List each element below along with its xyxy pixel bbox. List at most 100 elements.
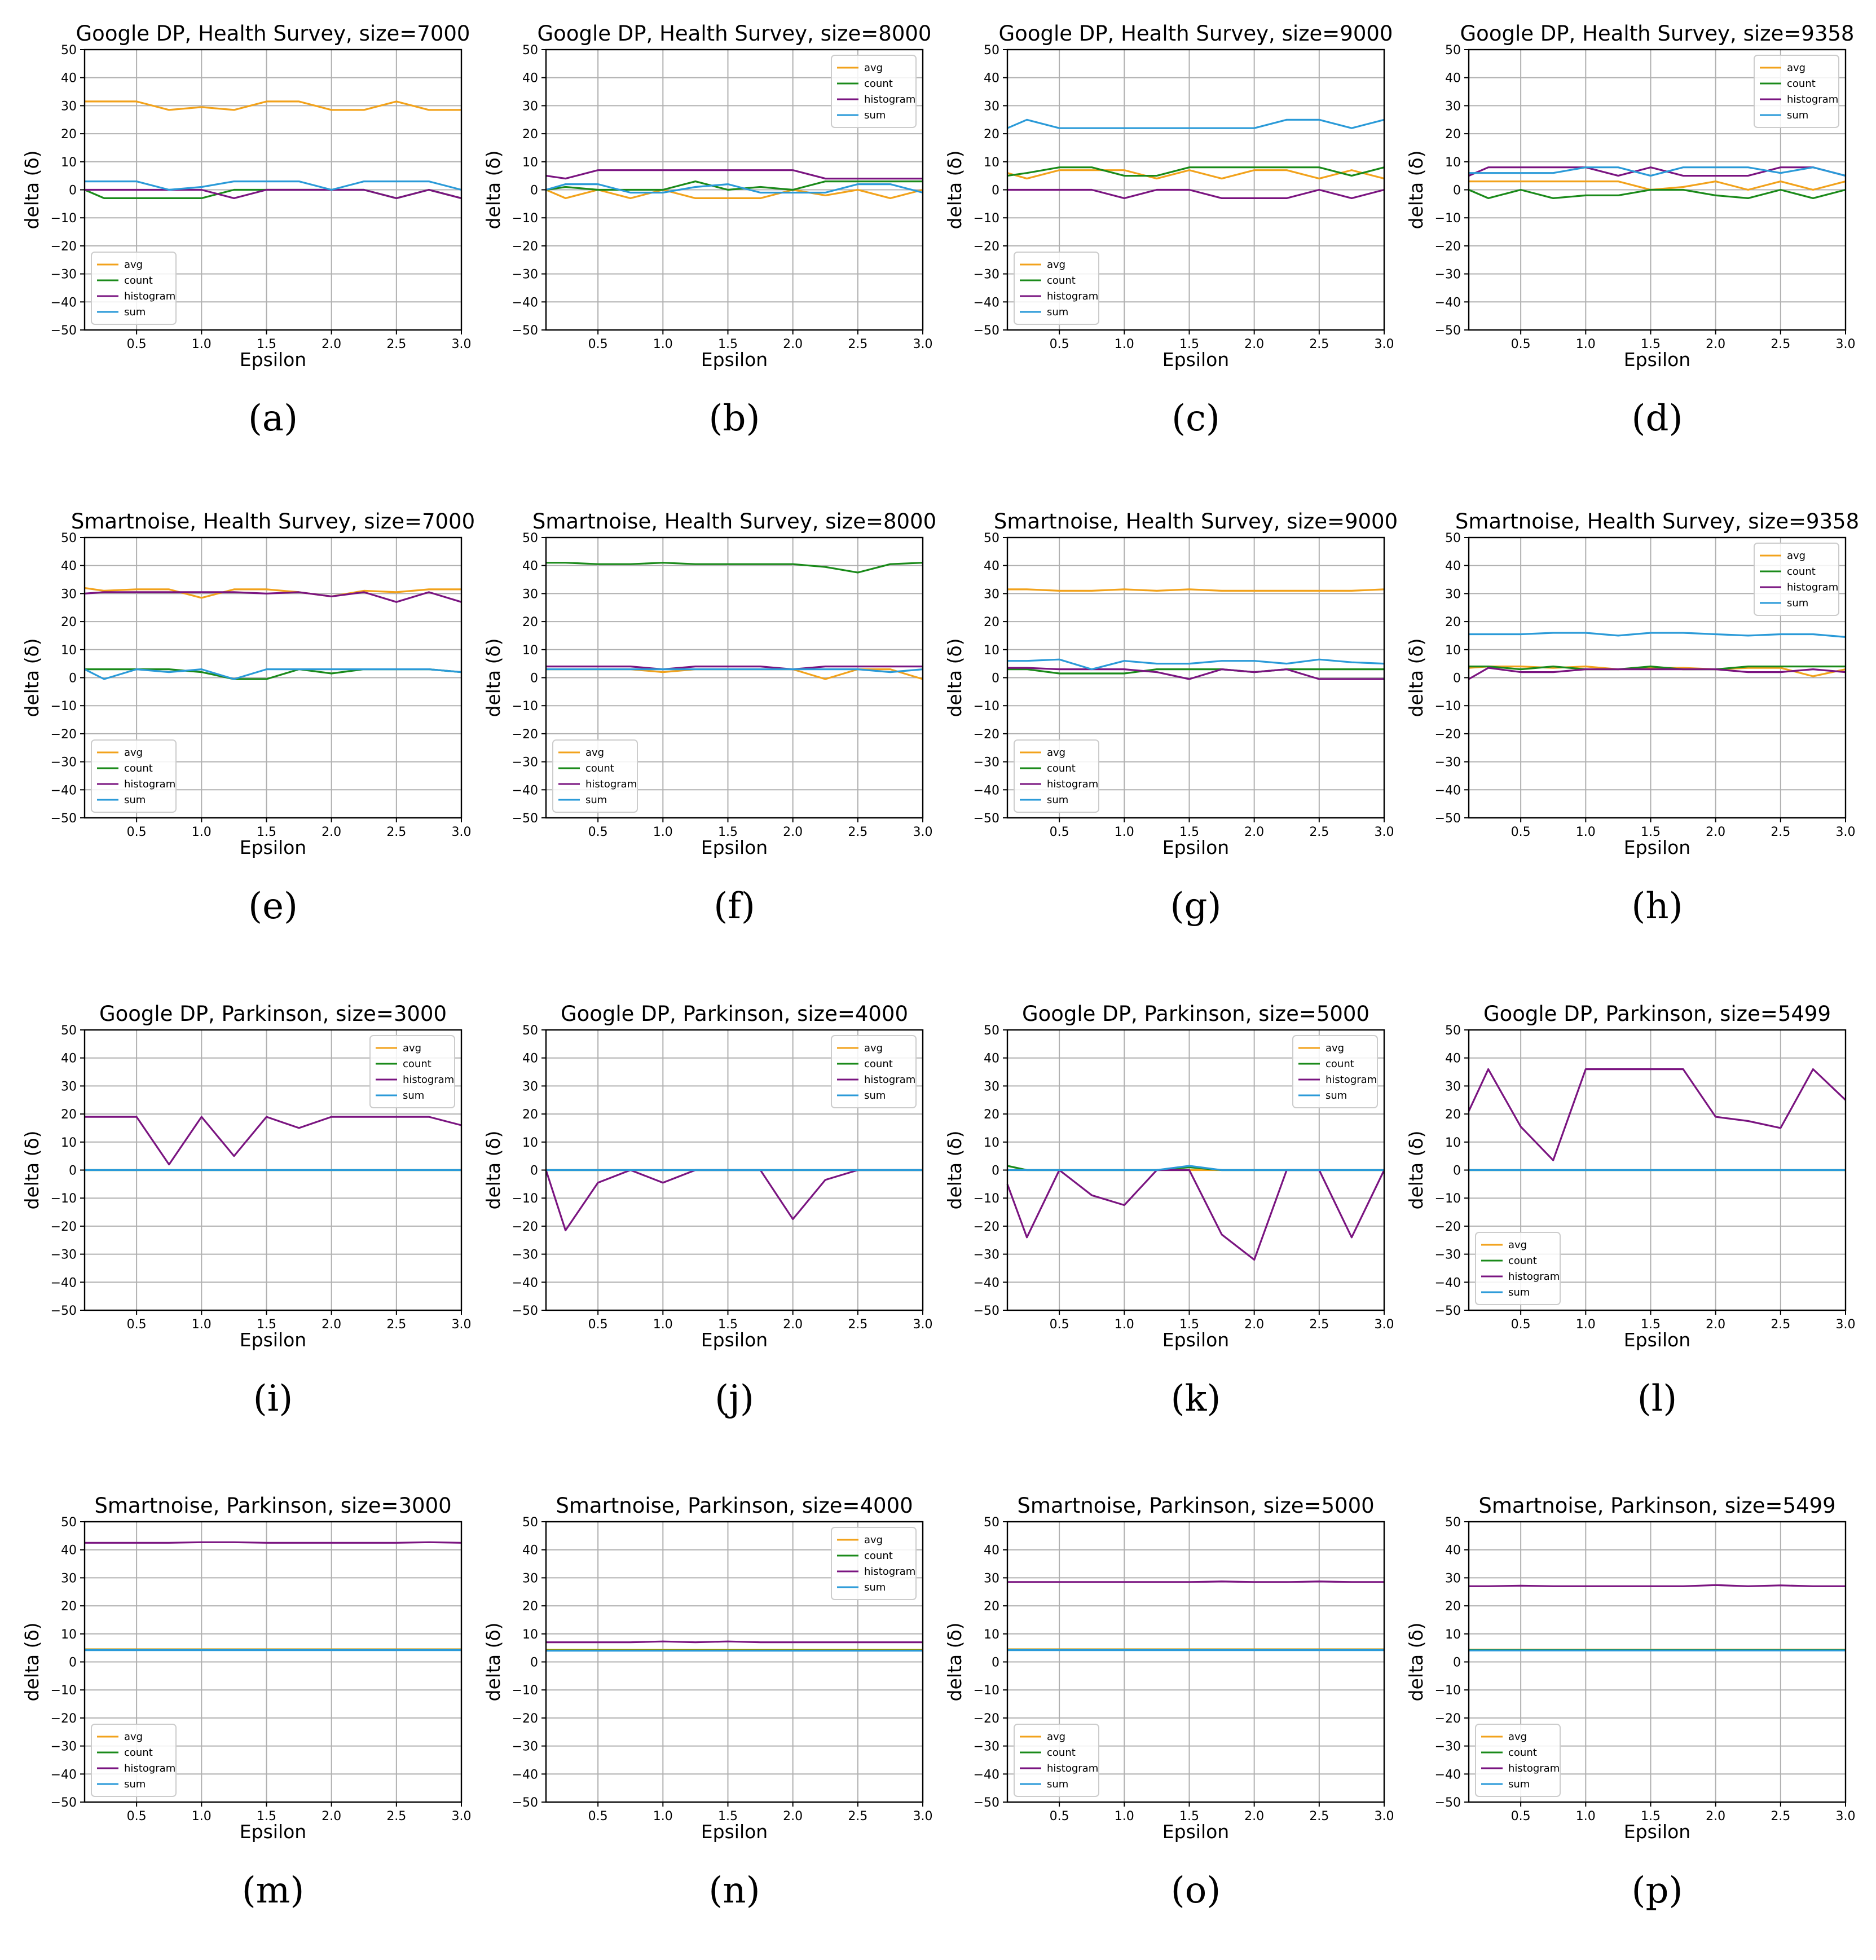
legend-label-count: count (1787, 566, 1816, 578)
x-tick-label: 2.0 (322, 825, 341, 839)
legend-box (1475, 1724, 1561, 1797)
legend-box (831, 55, 917, 128)
series-line-avg (1007, 588, 1385, 592)
y-tick-label: 40 (984, 72, 999, 86)
y-tick-label: −40 (51, 783, 77, 798)
legend-box (1754, 543, 1839, 616)
x-tick-label: 2.0 (322, 337, 341, 351)
chart-title: Smartnoise, Health Survey, size=9000 (994, 509, 1398, 534)
y-axis-label: delta (δ) (482, 1130, 504, 1209)
x-axis-label: Epsilon (701, 1329, 768, 1351)
series-line-sum (1469, 166, 1846, 177)
y-tick-label: 50 (61, 1024, 77, 1038)
x-tick-label: 3.0 (452, 825, 472, 839)
y-tick-label: −10 (974, 212, 999, 226)
legend-box (91, 739, 177, 813)
series-line-histogram (85, 188, 462, 199)
legend-label-avg: avg (1325, 1042, 1344, 1054)
legend-label-count: count (124, 763, 153, 774)
panel-label: (k) (1171, 1378, 1221, 1420)
y-tick-label: 50 (984, 43, 999, 58)
series-line-histogram (1007, 667, 1384, 680)
legend-label-count: count (1508, 1255, 1537, 1267)
y-tick-label: 40 (1445, 1052, 1461, 1066)
y-tick-label: 20 (61, 127, 77, 142)
y-tick-label: −20 (974, 240, 999, 254)
y-tick-label: 30 (522, 1571, 538, 1585)
y-tick-label: −10 (51, 1192, 77, 1206)
x-axis-label: Epsilon (701, 349, 768, 371)
y-tick-label: 50 (1445, 43, 1461, 58)
panel-label: (i) (253, 1378, 293, 1420)
y-tick-label: 50 (522, 531, 538, 545)
x-tick-label: 2.5 (1771, 1809, 1790, 1824)
y-tick-label: 30 (1445, 99, 1461, 113)
y-tick-label: 10 (61, 1136, 77, 1150)
y-tick-label: 30 (522, 587, 538, 601)
y-tick-label: −10 (1435, 1684, 1461, 1698)
legend-label-histogram: histogram (864, 94, 915, 105)
chart-title: Google DP, Parkinson, size=4000 (561, 1002, 908, 1026)
legend-box (1014, 739, 1099, 813)
chart-title: Smartnoise, Health Survey, size=8000 (532, 509, 936, 534)
x-axis-label: Epsilon (1162, 1329, 1229, 1351)
panel-label: (h) (1631, 886, 1683, 927)
legend-label-avg: avg (124, 1731, 143, 1743)
y-tick-label: 30 (61, 587, 77, 601)
y-tick-label: −20 (974, 1712, 999, 1726)
y-tick-label: 0 (530, 1656, 538, 1670)
legend-label-avg: avg (1508, 1239, 1527, 1251)
y-tick-label: −10 (974, 699, 999, 713)
y-tick-label: 30 (522, 1080, 538, 1094)
x-tick-label: 1.5 (718, 337, 738, 351)
legend-label-avg: avg (864, 1534, 883, 1546)
panel-label: (d) (1632, 398, 1683, 439)
legend-label-avg: avg (864, 62, 883, 74)
series-line-histogram (1468, 1068, 1847, 1161)
series-line-histogram (84, 591, 462, 603)
series-line-sum (85, 180, 462, 191)
y-tick-label: −50 (512, 1304, 538, 1318)
y-tick-label: 30 (61, 99, 77, 113)
x-tick-label: 3.0 (1836, 337, 1856, 351)
legend-label-count: count (1787, 78, 1816, 90)
y-tick-label: −50 (51, 324, 77, 338)
x-tick-label: 2.5 (386, 1318, 406, 1332)
legend: avg count histogram sum (831, 55, 917, 128)
y-tick-label: 10 (984, 156, 999, 170)
legend-label-sum: sum (403, 1090, 424, 1102)
series-line-sum (1007, 1165, 1384, 1171)
y-tick-label: −40 (512, 1276, 538, 1290)
chart-title: Google DP, Parkinson, size=3000 (99, 1002, 447, 1026)
legend-box (1292, 1035, 1378, 1108)
x-tick-label: 2.0 (322, 1809, 341, 1824)
x-tick-label: 1.5 (1179, 337, 1199, 351)
x-axis-label: Epsilon (240, 1329, 306, 1351)
y-tick-label: 30 (1445, 587, 1461, 601)
x-tick-label: 0.5 (588, 825, 608, 839)
x-tick-label: 1.5 (1641, 337, 1661, 351)
y-tick-label: 20 (522, 1600, 538, 1614)
x-tick-label: 1.0 (653, 825, 673, 839)
panel-label: (e) (248, 886, 298, 927)
y-tick-label: 50 (61, 531, 77, 545)
y-tick-label: 10 (984, 1136, 999, 1150)
y-tick-label: −40 (51, 1276, 77, 1290)
y-tick-label: −30 (51, 268, 77, 282)
legend: avg count histogram sum (831, 1527, 917, 1600)
legend-label-count: count (1047, 275, 1076, 287)
y-tick-label: −10 (51, 699, 77, 713)
legend-label-histogram: histogram (1047, 778, 1098, 790)
x-tick-label: 1.5 (257, 337, 276, 351)
x-tick-label: 2.5 (1771, 825, 1790, 839)
legend-label-sum: sum (864, 1582, 886, 1593)
panel-label: (n) (708, 1870, 760, 1911)
y-tick-label: −50 (1435, 324, 1461, 338)
x-tick-label: 2.0 (1706, 1318, 1725, 1332)
y-tick-label: 40 (1445, 72, 1461, 86)
y-tick-label: −10 (1435, 1192, 1461, 1206)
chart-title: Google DP, Parkinson, size=5000 (1022, 1002, 1369, 1026)
series-line-count (546, 562, 923, 574)
